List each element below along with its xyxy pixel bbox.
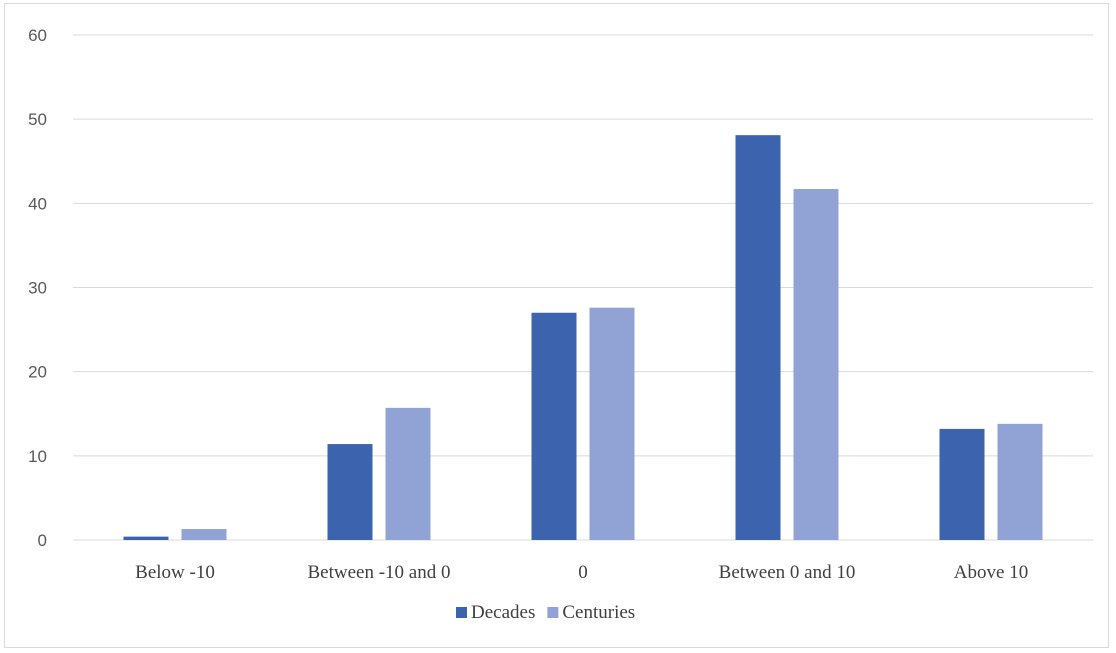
x-tick-label: Between -10 and 0	[308, 562, 451, 583]
y-axis-tick-labels: 0 10 20 30 40 50 60	[28, 26, 47, 550]
x-tick-label: 0	[578, 562, 588, 583]
bar-decades-1	[327, 444, 373, 540]
y-tick-label: 30	[28, 279, 47, 298]
bar-centuries-4	[997, 423, 1043, 540]
bars	[123, 135, 1043, 541]
bar-decades-2	[531, 312, 577, 540]
y-tick-label: 10	[28, 447, 47, 466]
x-tick-label: Below -10	[135, 562, 215, 583]
x-axis-tick-labels: Below -10 Between -10 and 0 0 Between 0 and…	[135, 562, 1028, 583]
y-tick-label: 50	[28, 110, 47, 129]
bar-decades-0	[123, 536, 169, 540]
bar-decades-4	[939, 428, 985, 540]
bar-centuries-3	[793, 189, 839, 540]
legend-swatch-decades	[456, 607, 467, 618]
legend-swatch-centuries	[547, 607, 559, 618]
y-tick-label: 0	[38, 531, 47, 550]
legend-label-centuries: Centuries	[562, 602, 635, 623]
bar-centuries-2	[589, 307, 635, 540]
y-tick-label: 60	[28, 26, 47, 45]
legend-label-decades: Decades	[471, 602, 535, 623]
bar-centuries-0	[181, 529, 227, 540]
y-tick-label: 40	[28, 194, 47, 213]
y-tick-label: 20	[28, 363, 47, 382]
x-tick-label: Above 10	[954, 562, 1028, 583]
gridlines	[73, 34, 1093, 541]
x-tick-label: Between 0 and 10	[719, 562, 856, 583]
bar-centuries-1	[385, 407, 431, 540]
bar-decades-3	[735, 135, 781, 541]
legend: Decades Centuries	[456, 602, 635, 623]
